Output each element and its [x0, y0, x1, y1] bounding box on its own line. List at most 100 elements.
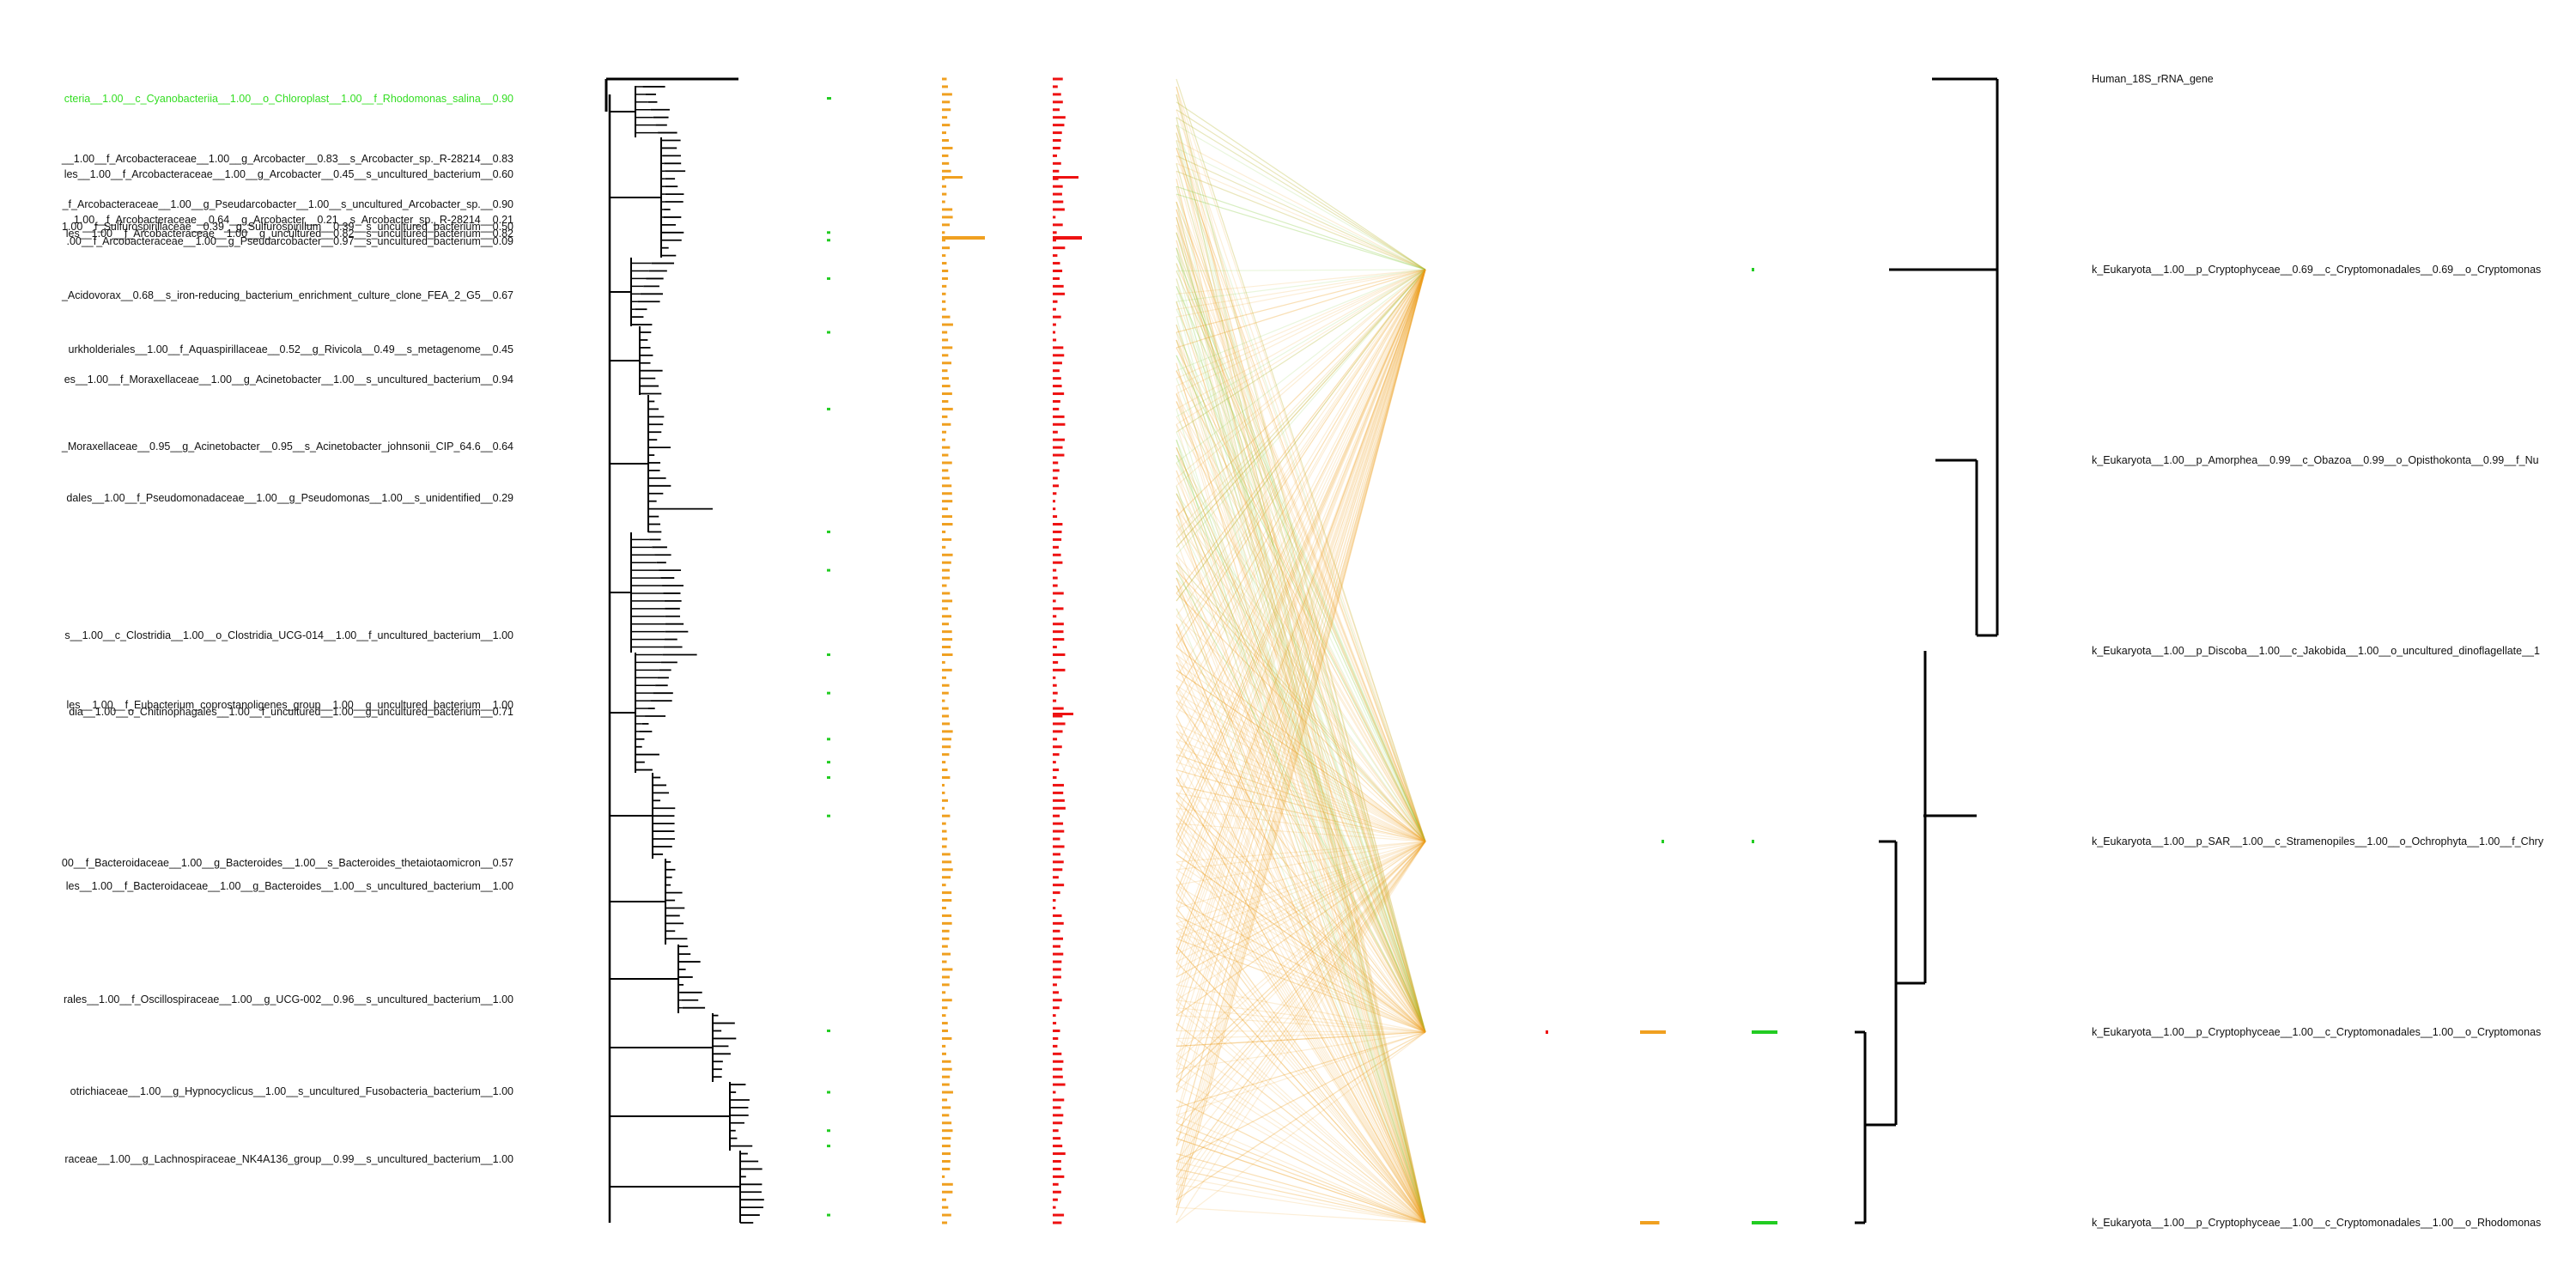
orange-bar [942, 1006, 948, 1010]
association-link [1176, 799, 1426, 1033]
orange-bar [942, 921, 952, 925]
orange-bar [942, 307, 946, 311]
red-bar [1053, 860, 1064, 864]
association-link [1176, 86, 1426, 1224]
orange-bar [942, 1198, 946, 1201]
orange-bar [942, 914, 952, 917]
orange-bar [942, 806, 945, 810]
association-link [1176, 193, 1426, 270]
association-link [1176, 186, 1426, 1224]
association-link [1176, 269, 1426, 916]
association-link [1176, 662, 1426, 1224]
green-bar [827, 231, 830, 234]
red-bar [1053, 1182, 1059, 1186]
red-bar [1053, 276, 1060, 280]
association-link [1176, 1031, 1426, 1224]
orange-bar [942, 338, 949, 342]
association-link [1176, 577, 1426, 1224]
association-link [1176, 841, 1426, 1177]
red-bar [1053, 492, 1057, 495]
association-link [1176, 830, 1426, 1224]
red-bar [1053, 745, 1062, 749]
association-link [1176, 117, 1426, 1224]
association-link [1176, 269, 1426, 417]
association-link [1176, 501, 1426, 842]
association-link [1176, 125, 1426, 842]
association-link [1176, 762, 1426, 842]
association-link [1176, 684, 1426, 1033]
association-link [1176, 1122, 1426, 1224]
association-link [1176, 700, 1426, 1033]
association-link [1176, 370, 1426, 842]
association-link [1176, 370, 1426, 842]
red-bar [1053, 607, 1064, 611]
left-abundance-bars [827, 77, 1082, 1224]
association-link [1176, 945, 1426, 1224]
association-link [1176, 532, 1426, 1033]
red-bar [1053, 584, 1058, 587]
association-link [1176, 216, 1426, 1033]
association-link [1176, 1138, 1426, 1224]
orange-bar [942, 1190, 953, 1194]
red-bar [1053, 599, 1056, 603]
association-link [1176, 754, 1426, 842]
orange-bar [942, 1152, 951, 1156]
association-link [1176, 1206, 1426, 1224]
red-bar [1053, 139, 1061, 143]
red-bar [1053, 100, 1063, 104]
association-link [1176, 746, 1426, 1033]
association-link [1176, 147, 1426, 270]
association-link [1176, 485, 1426, 1224]
association-link [1176, 393, 1426, 1033]
right-orange-bar [1640, 1221, 1660, 1224]
red-bar [1053, 124, 1065, 127]
red-bar [1053, 615, 1057, 618]
association-link [1176, 677, 1426, 842]
orange-bar [942, 1159, 951, 1163]
orange-bar [942, 1075, 951, 1078]
orange-bar [942, 399, 949, 403]
association-link [1176, 269, 1426, 333]
association-link [1176, 148, 1426, 1033]
association-link [1176, 117, 1426, 1224]
orange-bar [942, 638, 953, 641]
orange-bar [942, 515, 952, 519]
association-link [1176, 454, 1426, 842]
right-green-bar [1662, 840, 1664, 843]
orange-bar [942, 300, 946, 303]
red-bar [1053, 430, 1058, 434]
association-link [1176, 247, 1426, 1224]
association-link [1176, 269, 1426, 1093]
association-link [1176, 1031, 1426, 1047]
association-link [1176, 1031, 1426, 1116]
red-bar [1053, 738, 1058, 741]
red-bar [1053, 484, 1060, 488]
orange-bar [942, 1114, 950, 1117]
association-link [1176, 401, 1426, 1033]
association-link [1176, 139, 1426, 270]
red-bar [1053, 77, 1063, 81]
association-link [1176, 193, 1426, 270]
left-label: __1.00__f_Arcobacteraceae__1.00__g_Arcob… [61, 153, 513, 165]
association-link [1176, 269, 1426, 947]
association-link [1176, 301, 1426, 1033]
association-link [1176, 841, 1426, 986]
red-bar [1053, 208, 1065, 211]
orange-bar [942, 323, 953, 326]
association-link [1176, 569, 1426, 1033]
association-link [1176, 841, 1426, 1078]
red-bar [1053, 853, 1060, 856]
orange-bar [942, 1175, 945, 1178]
association-link [1176, 841, 1426, 1132]
association-link [1176, 661, 1426, 842]
association-link [1176, 401, 1426, 1033]
orange-bar [942, 1167, 951, 1170]
association-link [1176, 109, 1426, 270]
association-link [1176, 493, 1426, 842]
association-link [1176, 269, 1426, 1008]
association-link [1176, 1130, 1426, 1224]
association-link [1176, 577, 1426, 842]
association-link [1176, 125, 1426, 1033]
association-link [1176, 439, 1426, 1224]
association-link [1176, 224, 1426, 842]
